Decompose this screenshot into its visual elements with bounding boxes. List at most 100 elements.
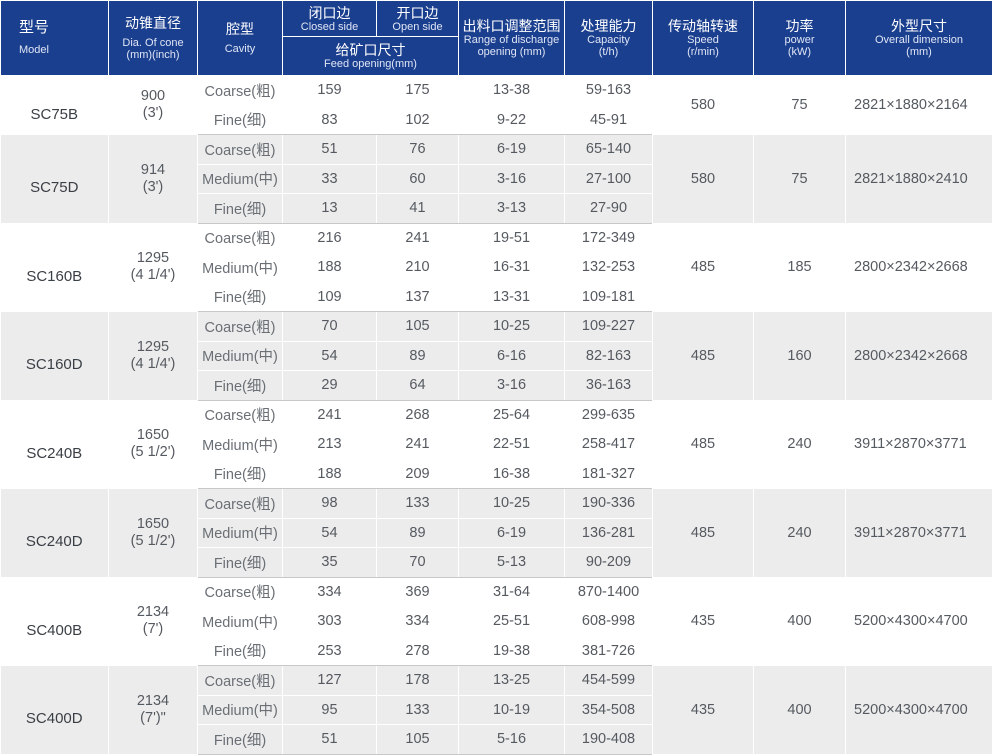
discharge-range-cell: 16-31 bbox=[458, 252, 565, 283]
speed-cell: 485 bbox=[652, 311, 754, 401]
closed-side-cell: 109 bbox=[282, 282, 377, 312]
header-dia: 动锥直径 Dia. Of cone (mm)(inch) bbox=[108, 0, 198, 76]
model-group: SC240B 1650 (5 1/2') Coarse(粗) 241 268 25-64 29… bbox=[0, 400, 993, 489]
capacity-cell: 82-163 bbox=[564, 341, 653, 371]
header-closed-en: Closed side bbox=[300, 20, 359, 33]
open-side-cell: 105 bbox=[376, 724, 459, 755]
dimension-cell: 5200×4300×4700 bbox=[845, 665, 993, 755]
capacity-cell: 90-209 bbox=[564, 547, 653, 578]
header-dia-zh: 动锥直径 bbox=[125, 15, 181, 31]
header-cavity: 腔型 Cavity bbox=[197, 0, 283, 76]
open-side-cell: 178 bbox=[376, 665, 459, 696]
model-cell: SC240D bbox=[0, 488, 109, 578]
table-header: 型号 Model 动锥直径 Dia. Of cone (mm)(inch) 腔型… bbox=[0, 0, 993, 76]
closed-side-cell: 241 bbox=[282, 400, 377, 430]
open-side-cell: 102 bbox=[376, 105, 459, 135]
header-closed: 闭口边 Closed side bbox=[282, 0, 377, 37]
cone-diameter-cell: 900 (3') bbox=[108, 75, 198, 135]
dimension-cell: 2800×2342×2668 bbox=[845, 223, 993, 312]
capacity-cell: 608-998 bbox=[564, 606, 653, 637]
model-cell: SC75B bbox=[0, 75, 109, 135]
table-row: SC75D 914 (3') Coarse(粗) 51 76 6-19 65-140 580 75… bbox=[0, 134, 993, 224]
closed-side-cell: 127 bbox=[282, 665, 377, 696]
discharge-range-cell: 10-19 bbox=[458, 695, 565, 725]
power-cell: 240 bbox=[753, 488, 846, 578]
cone-diameter-cell: 1650 (5 1/2') bbox=[108, 400, 198, 489]
speed-cell: 485 bbox=[652, 223, 754, 312]
power-cell: 240 bbox=[753, 400, 846, 489]
open-side-cell: 369 bbox=[376, 577, 459, 607]
header-dimension-zh: 外型尺寸 bbox=[891, 18, 947, 34]
header-dimension-unit: (mm) bbox=[906, 46, 932, 58]
capacity-cell: 109-227 bbox=[564, 311, 653, 342]
cone-diameter-cell: 2134 (7') bbox=[108, 577, 198, 666]
closed-side-cell: 35 bbox=[282, 547, 377, 578]
header-open-zh: 开口边 bbox=[396, 4, 439, 21]
cone-diameter-mm: 914 bbox=[140, 161, 166, 178]
closed-side-cell: 29 bbox=[282, 370, 377, 401]
cone-diameter-cell: 2134 (7')" bbox=[108, 665, 198, 755]
cone-diameter-inch: (3') bbox=[142, 178, 164, 195]
closed-side-cell: 13 bbox=[282, 193, 377, 224]
capacity-cell: 59-163 bbox=[564, 75, 653, 106]
closed-side-cell: 54 bbox=[282, 341, 377, 371]
open-side-cell: 89 bbox=[376, 341, 459, 371]
closed-side-cell: 253 bbox=[282, 636, 377, 666]
cavity-cell: Fine(细) bbox=[197, 193, 283, 224]
discharge-range-cell: 9-22 bbox=[458, 105, 565, 135]
table-row: Fine(细) 253 278 19-38 381-726 bbox=[1, 636, 993, 666]
header-range-en: Range of discharge bbox=[463, 34, 560, 46]
closed-side-cell: 70 bbox=[282, 311, 377, 342]
model-group: SC400B 2134 (7') Coarse(粗) 334 369 31-64 870-14… bbox=[0, 577, 993, 666]
table-row: Fine(细) 109 137 13-31 109-181 bbox=[1, 282, 993, 312]
capacity-cell: 27-100 bbox=[564, 164, 653, 194]
open-side-cell: 64 bbox=[376, 370, 459, 401]
header-power: 功率 power (kW) bbox=[753, 0, 846, 76]
open-side-cell: 70 bbox=[376, 547, 459, 578]
closed-side-cell: 334 bbox=[282, 577, 377, 607]
cavity-cell: Coarse(粗) bbox=[197, 577, 283, 607]
cavity-cell: Fine(细) bbox=[197, 282, 283, 312]
cavity-cell: Fine(细) bbox=[197, 547, 283, 578]
dimension-cell: 2800×2342×2668 bbox=[845, 311, 993, 401]
discharge-range-cell: 19-51 bbox=[458, 223, 565, 253]
open-side-cell: 41 bbox=[376, 193, 459, 224]
closed-side-cell: 303 bbox=[282, 606, 377, 637]
cone-diameter-inch: (5 1/2') bbox=[130, 532, 176, 549]
cavity-cell: Coarse(粗) bbox=[197, 311, 283, 342]
power-cell: 400 bbox=[753, 577, 846, 666]
header-capacity-unit: (t/h) bbox=[598, 46, 619, 58]
header-dimension-en: Overall dimension bbox=[874, 34, 964, 46]
closed-side-cell: 188 bbox=[282, 459, 377, 489]
closed-side-cell: 213 bbox=[282, 429, 377, 460]
speed-cell: 580 bbox=[652, 134, 754, 224]
discharge-range-cell: 6-16 bbox=[458, 341, 565, 371]
closed-side-cell: 95 bbox=[282, 695, 377, 725]
header-capacity: 处理能力 Capacity (t/h) bbox=[564, 0, 653, 76]
dimension-cell: 3911×2870×3771 bbox=[845, 400, 993, 489]
cavity-cell: Medium(中) bbox=[197, 164, 283, 194]
header-range-unit: opening (mm) bbox=[477, 46, 546, 58]
header-open-en: Open side bbox=[392, 20, 443, 33]
cone-diameter-inch: (7') bbox=[142, 621, 164, 638]
cone-diameter-inch: (7')" bbox=[140, 709, 166, 726]
table-row: Medium(中) 54 89 6-19 136-281 bbox=[1, 518, 993, 548]
cavity-cell: Medium(中) bbox=[197, 429, 283, 460]
model-cell: SC75D bbox=[0, 134, 109, 224]
power-cell: 75 bbox=[753, 75, 846, 135]
model-cell: SC160D bbox=[0, 311, 109, 401]
open-side-cell: 89 bbox=[376, 518, 459, 548]
open-side-cell: 133 bbox=[376, 488, 459, 519]
cavity-cell: Medium(中) bbox=[197, 518, 283, 548]
open-side-cell: 268 bbox=[376, 400, 459, 430]
cone-diameter-mm: 1295 bbox=[136, 250, 170, 267]
discharge-range-cell: 13-31 bbox=[458, 282, 565, 312]
header-model-zh: 型号 bbox=[19, 19, 50, 36]
dimension-cell: 2821×1880×2410 bbox=[845, 134, 993, 224]
table-row: SC160B 1295 (4 1/4') Coarse(粗) 216 241 19-51 17… bbox=[0, 223, 993, 312]
speed-cell: 435 bbox=[652, 665, 754, 755]
capacity-cell: 109-181 bbox=[564, 282, 653, 312]
header-closed-zh: 闭口边 bbox=[308, 4, 351, 21]
discharge-range-cell: 25-51 bbox=[458, 606, 565, 637]
model-cell: SC400D bbox=[0, 665, 109, 755]
